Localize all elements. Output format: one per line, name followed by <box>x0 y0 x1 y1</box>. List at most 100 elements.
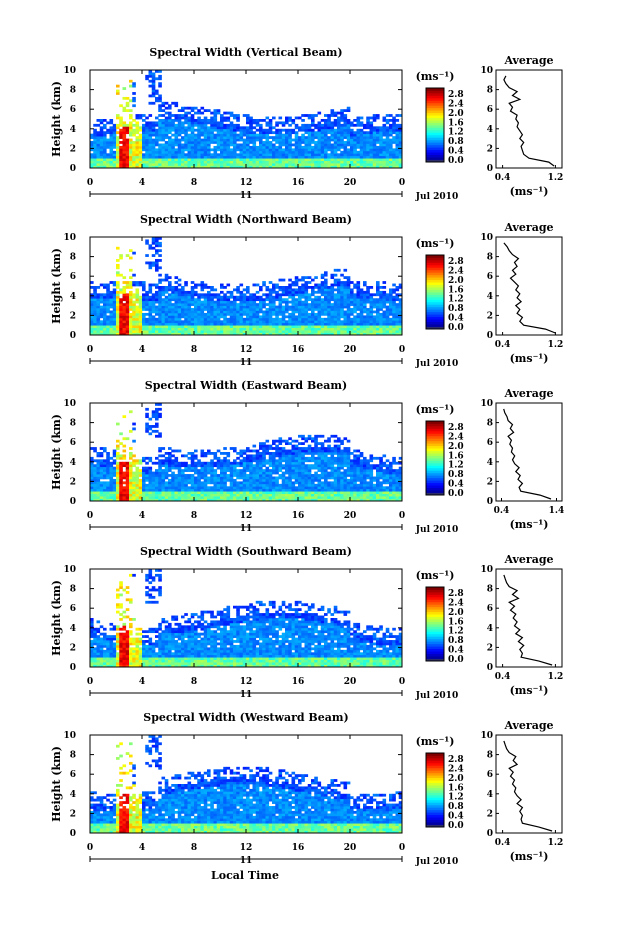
heatmap-cell <box>96 160 101 164</box>
heatmap-cell <box>151 237 156 240</box>
heatmap-cell <box>333 155 338 159</box>
heatmap-cell <box>346 160 351 164</box>
heatmap-cell <box>255 498 260 502</box>
heatmap-cell <box>275 315 279 319</box>
heatmap-cell <box>385 293 390 297</box>
heatmap-cell <box>369 165 374 169</box>
heatmap-cell <box>239 143 244 147</box>
heatmap-cell <box>142 496 146 499</box>
heatmap-cell <box>275 295 279 299</box>
heatmap-cell <box>278 155 283 159</box>
heatmap-cell <box>252 308 257 311</box>
heatmap-cell <box>265 286 270 289</box>
heatmap-cell <box>151 128 156 132</box>
heatmap-cell <box>301 160 305 164</box>
heatmap-cell <box>109 293 114 297</box>
heatmap-cell <box>249 155 253 159</box>
heatmap-cell <box>158 449 162 453</box>
heatmap-cell <box>207 315 211 319</box>
heatmap-cell <box>116 290 120 294</box>
heatmap-cell <box>155 96 159 100</box>
heatmap-cell <box>200 158 205 161</box>
heatmap-cell <box>220 295 224 299</box>
heatmap-cell <box>190 163 195 166</box>
heatmap-cell <box>122 286 127 289</box>
heatmap-cell <box>359 136 364 139</box>
profile-line <box>503 242 556 334</box>
heatmap-cell <box>148 325 153 328</box>
heatmap-cell <box>187 498 192 502</box>
heatmap-cell <box>265 332 270 336</box>
heatmap-cell <box>382 320 387 324</box>
heatmap-cell <box>138 491 143 494</box>
heatmap-cell <box>194 298 198 302</box>
heatmap-cell <box>116 439 120 443</box>
heatmap-cell <box>392 116 396 120</box>
heatmap-cell <box>301 114 305 117</box>
heatmap-cell <box>181 330 185 333</box>
heatmap-cell <box>122 298 127 302</box>
heatmap-cell <box>207 498 211 502</box>
heatmap-cell <box>337 303 341 306</box>
heatmap-cell <box>200 327 205 331</box>
heatmap-cell <box>181 116 185 120</box>
heatmap-cell <box>200 128 205 132</box>
heatmap-cell <box>155 249 159 253</box>
heatmap-cell <box>138 469 143 472</box>
heatmap-cell <box>223 163 227 166</box>
heatmap-cell <box>379 330 383 333</box>
heatmap-cell <box>99 493 104 497</box>
profile-y-tick-label: 8 <box>487 86 493 96</box>
heatmap-cell <box>278 293 283 297</box>
heatmap-cell <box>184 141 188 144</box>
heatmap-cell <box>96 488 101 492</box>
heatmap-cell <box>366 155 370 159</box>
heatmap-cell <box>239 153 244 157</box>
heatmap-cell <box>145 123 149 127</box>
heatmap-cell <box>168 163 172 166</box>
heatmap-cell <box>145 327 149 331</box>
heatmap-cell <box>233 148 237 152</box>
heatmap-cell <box>366 312 370 316</box>
heatmap-cell <box>343 303 348 306</box>
heatmap-cell <box>216 305 221 309</box>
heatmap-cell <box>363 295 367 299</box>
heatmap-cell <box>233 496 237 499</box>
colorbar-label: (ms⁻¹) <box>416 70 455 83</box>
colorbar-tick-label: 2.8 <box>448 90 464 100</box>
heatmap-cell <box>116 271 120 275</box>
heatmap-cell <box>389 310 393 314</box>
heatmap-cell <box>275 155 279 159</box>
heatmap-cell <box>187 317 192 321</box>
heatmap-cell <box>171 126 175 130</box>
heatmap-cell <box>103 474 107 477</box>
heatmap-cell <box>220 493 224 497</box>
heatmap-cell <box>132 150 136 154</box>
heatmap-cell <box>239 474 244 477</box>
heatmap-cell <box>190 288 195 292</box>
heatmap-cell <box>184 119 188 122</box>
heatmap-cell <box>190 308 195 311</box>
heatmap-cell <box>132 165 136 169</box>
heatmap-cell <box>291 148 296 152</box>
heatmap-cell <box>242 488 247 492</box>
heatmap-cell <box>119 432 123 436</box>
heatmap-cell <box>138 295 143 299</box>
heatmap-cell <box>106 322 110 326</box>
heatmap-cell <box>177 330 182 333</box>
heatmap-cell <box>320 281 325 284</box>
heatmap-cell <box>135 116 140 120</box>
heatmap-cell <box>190 116 195 120</box>
heatmap-cell <box>359 153 364 157</box>
heatmap-cell <box>291 165 296 169</box>
heatmap-cell <box>174 459 179 463</box>
heatmap-cell <box>314 123 318 127</box>
heatmap-cell <box>236 496 240 499</box>
colorbar-band <box>426 112 444 116</box>
heatmap-cell <box>103 153 107 157</box>
heatmap-cell <box>216 456 221 460</box>
heatmap-cell <box>268 153 273 157</box>
heatmap-cell <box>317 327 322 331</box>
heatmap-cell <box>385 148 390 152</box>
x-tick-label: 16 <box>292 345 305 355</box>
